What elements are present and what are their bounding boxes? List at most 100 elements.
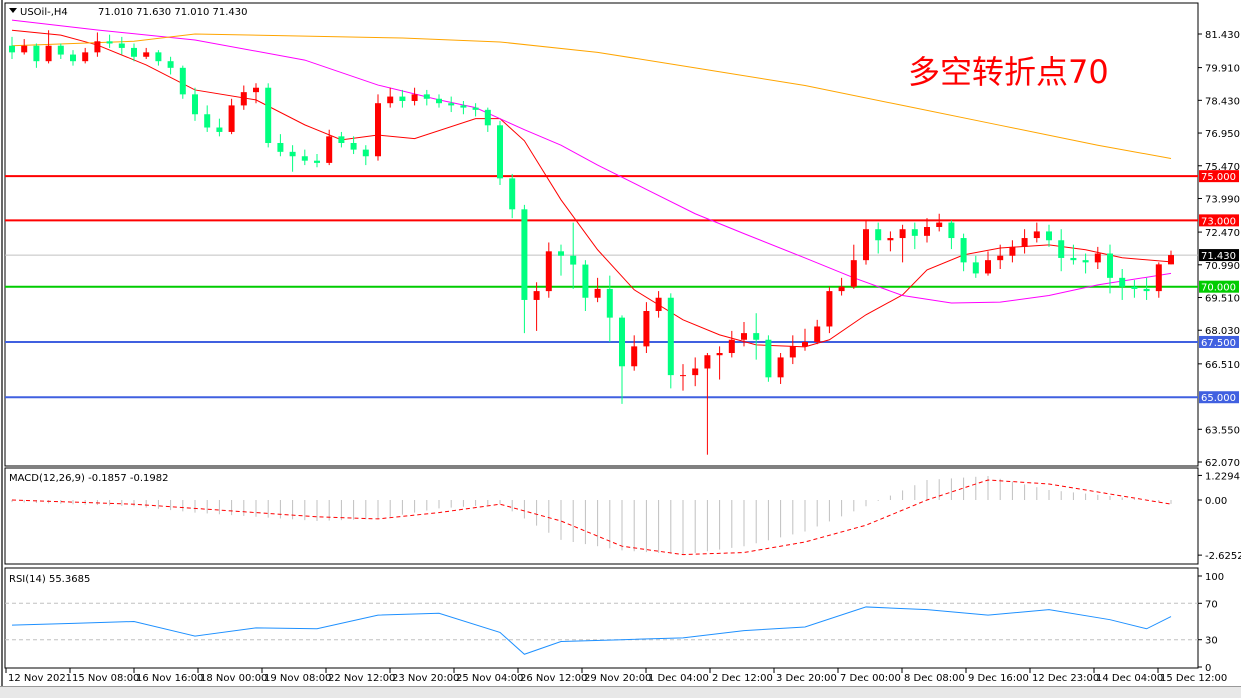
candle-body <box>814 326 821 342</box>
time-tick-label: 15 Nov 08:00 <box>72 673 139 684</box>
candle-body <box>106 41 113 44</box>
price-tick-label: 78.430 <box>1205 96 1240 107</box>
time-tick-label: 22 Nov 12:00 <box>328 673 395 684</box>
rsi-title: RSI(14) 55.3685 <box>9 574 90 585</box>
price-tick-label: 66.510 <box>1205 360 1240 371</box>
candle-body <box>1143 288 1150 292</box>
time-tick-label: 26 Nov 12:00 <box>520 673 587 684</box>
price-tick-label: 63.550 <box>1205 425 1240 436</box>
candle-body <box>899 229 906 239</box>
time-tick-label: 9 Dec 16:00 <box>968 673 1029 684</box>
candle-body <box>680 375 686 377</box>
candle-body <box>301 156 308 161</box>
time-tick-label: 19 Nov 08:00 <box>264 673 331 684</box>
candle-body <box>45 45 52 62</box>
price-tick-label: 79.910 <box>1205 64 1240 75</box>
candle-body <box>423 94 430 99</box>
candle-body <box>948 222 955 239</box>
candle-body <box>326 136 333 163</box>
candle-body <box>692 368 699 376</box>
candle-body <box>1033 231 1040 239</box>
symbol-label: USOil-,H4 <box>20 7 68 18</box>
candle-body <box>789 346 796 358</box>
price-tick-label: 76.950 <box>1205 129 1240 140</box>
candle-body <box>667 297 674 376</box>
candle-body <box>460 105 467 108</box>
candle-body <box>509 178 516 210</box>
candle-body <box>716 353 723 356</box>
candle-body <box>155 52 162 62</box>
rsi-tick-label: 0 <box>1205 663 1211 674</box>
candle-body <box>570 255 577 265</box>
candle-body <box>265 87 272 143</box>
time-tick-label: 15 Dec 12:00 <box>1160 673 1227 684</box>
candle-body <box>838 286 845 292</box>
candle-body <box>387 96 394 104</box>
candle-body <box>253 87 259 93</box>
candle-body <box>985 260 991 274</box>
price-tick-label: 72.470 <box>1205 228 1240 239</box>
macd-title: MACD(12,26,9) -0.1857 -0.1982 <box>9 473 169 484</box>
rsi-tick-label: 100 <box>1205 572 1224 583</box>
macd-tick-label: 1.2294 <box>1205 471 1240 482</box>
time-tick-label: 3 Dec 20:00 <box>776 673 837 684</box>
macd-panel <box>4 467 1199 565</box>
current-price-label-bg <box>1199 249 1239 262</box>
time-tick-label: 8 Dec 08:00 <box>904 673 965 684</box>
price-tick-label: 73.990 <box>1205 194 1240 205</box>
candle-body <box>289 151 296 157</box>
candle-body <box>911 229 918 236</box>
dropdown-triangle-icon[interactable] <box>9 8 17 13</box>
time-tick-label: 1 Dec 04:00 <box>648 673 709 684</box>
candle-body <box>338 136 345 143</box>
candle-body <box>558 251 564 256</box>
candle-body <box>1058 240 1065 258</box>
candle-body <box>375 103 381 157</box>
rsi-line <box>11 606 1172 655</box>
rsi-tick-label: 70 <box>1205 599 1218 610</box>
candle-body <box>1131 286 1138 289</box>
candle-body <box>9 45 15 53</box>
candle-body <box>826 291 833 327</box>
candle-body <box>472 107 479 110</box>
candle-body <box>728 339 735 354</box>
price-tick-label: 75.470 <box>1205 162 1240 173</box>
candle-body <box>533 291 540 300</box>
candle-body <box>887 238 894 241</box>
level-label: 70.000 <box>1201 283 1236 294</box>
level-label: 65.000 <box>1201 393 1236 404</box>
candle-body <box>192 94 198 115</box>
candle-body <box>1107 253 1113 278</box>
candle-body <box>802 341 808 347</box>
candle-body <box>362 149 369 157</box>
candle-body <box>960 238 967 263</box>
level-label-bg <box>1199 170 1239 183</box>
time-tick-label: 25 Nov 04:00 <box>456 673 523 684</box>
candle-body <box>314 160 320 163</box>
time-tick-label: 16 Nov 16:00 <box>136 673 203 684</box>
level-label: 67.500 <box>1201 338 1236 349</box>
candle-body <box>21 45 28 53</box>
candle-body <box>167 61 174 68</box>
candle-body <box>594 288 601 298</box>
candle-body <box>204 114 211 128</box>
current-price-label: 71.430 <box>1201 251 1236 262</box>
price-tick-label: 81.430 <box>1205 30 1240 41</box>
candle-body <box>936 222 943 227</box>
candle-body <box>606 288 613 318</box>
candle-body <box>350 142 357 150</box>
price-tick-label: 70.990 <box>1205 261 1240 272</box>
candle-body <box>277 142 284 152</box>
candle-body <box>436 98 442 104</box>
chart-tabs-bar[interactable] <box>0 686 1241 698</box>
macd-tick-label: 0.00 <box>1205 496 1227 507</box>
ma-line-mid <box>11 19 1172 304</box>
price-tick-label: 68.030 <box>1205 326 1240 337</box>
ohlc-label: 71.010 71.630 71.010 71.430 <box>98 7 248 18</box>
candle-body <box>741 333 747 340</box>
candle-body <box>1119 277 1126 287</box>
candle-body <box>972 262 979 274</box>
candle-body <box>1046 231 1052 241</box>
candle-body <box>448 103 455 106</box>
